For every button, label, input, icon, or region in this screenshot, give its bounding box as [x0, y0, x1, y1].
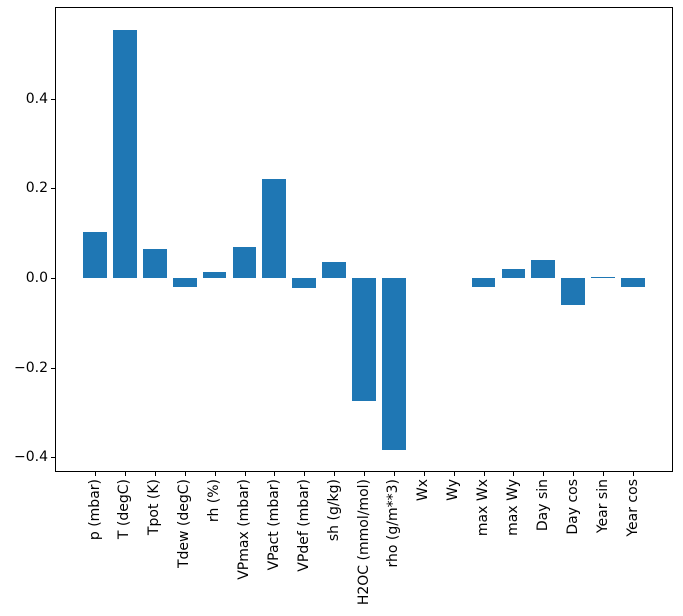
- x-tick-label: Day sin: [534, 479, 551, 532]
- y-tick-mark: [51, 98, 55, 100]
- x-tick-mark: [453, 472, 455, 476]
- x-tick-mark: [423, 472, 425, 476]
- x-tick-mark: [603, 472, 605, 476]
- x-tick-label: max Wx: [475, 479, 491, 537]
- x-tick-label: Wy: [445, 479, 462, 501]
- bar: [262, 179, 287, 278]
- x-tick-mark: [393, 472, 395, 476]
- bar: [381, 278, 406, 450]
- bar: [591, 277, 615, 278]
- x-tick-mark: [124, 472, 126, 476]
- x-tick-mark: [364, 472, 365, 476]
- x-tick-mark: [214, 472, 216, 476]
- y-tick-mark: [51, 278, 55, 279]
- x-tick-mark: [513, 472, 515, 476]
- bar: [501, 268, 526, 278]
- x-tick-mark: [483, 472, 485, 476]
- x-tick-mark: [184, 472, 186, 476]
- x-tick-mark: [95, 472, 96, 476]
- x-tick-mark: [304, 472, 306, 476]
- x-tick-label: Tpot (K): [146, 479, 163, 536]
- x-tick-label: H2OC (mmol/mol): [355, 479, 372, 606]
- bar: [621, 278, 645, 287]
- bar: [83, 232, 107, 278]
- bar: [471, 278, 496, 287]
- bar: [322, 261, 347, 278]
- x-tick-label: sh (g/kg): [325, 479, 342, 542]
- bar: [292, 278, 317, 289]
- x-tick-label: Tdew (degC): [176, 479, 193, 569]
- y-tick-label: 0.0: [25, 270, 48, 286]
- x-tick-label: Day cos: [564, 479, 581, 535]
- bar: [561, 278, 586, 305]
- y-tick-mark: [51, 367, 55, 369]
- x-tick-label: rho (g/m**3): [385, 479, 402, 568]
- bar: [142, 248, 167, 278]
- x-tick-label: VPmax (mbar): [236, 479, 252, 580]
- y-tick-label: 0.4: [25, 90, 48, 107]
- x-tick-label: rh (%): [206, 479, 223, 523]
- x-tick-mark: [154, 472, 156, 476]
- plot-area: [55, 7, 673, 472]
- bar: [531, 260, 556, 278]
- x-tick-mark: [244, 472, 246, 476]
- bar: [172, 278, 197, 287]
- bar: [202, 271, 227, 279]
- x-tick-label: max Wy: [504, 479, 521, 536]
- x-tick-label: T (degC): [116, 479, 133, 540]
- x-tick-mark: [274, 472, 276, 476]
- x-tick-label: Year sin: [594, 479, 611, 534]
- x-tick-label: VPact (mbar): [265, 479, 282, 571]
- y-tick-mark: [51, 457, 55, 459]
- y-tick-label: −0.2: [14, 359, 48, 376]
- y-tick-label: −0.4: [14, 449, 48, 466]
- x-tick-label: Year cos: [624, 479, 641, 537]
- x-tick-mark: [633, 472, 634, 476]
- x-tick-label: Wx: [415, 479, 432, 502]
- bar: [352, 278, 376, 402]
- x-tick-mark: [573, 472, 575, 476]
- bar: [232, 247, 257, 278]
- x-tick-mark: [543, 472, 545, 476]
- x-tick-mark: [334, 472, 336, 476]
- y-tick-label: 0.2: [25, 180, 48, 197]
- x-tick-label: VPdef (mbar): [295, 479, 312, 572]
- bar: [113, 29, 137, 278]
- y-tick-mark: [51, 188, 55, 190]
- x-tick-label: p (mbar): [86, 479, 103, 541]
